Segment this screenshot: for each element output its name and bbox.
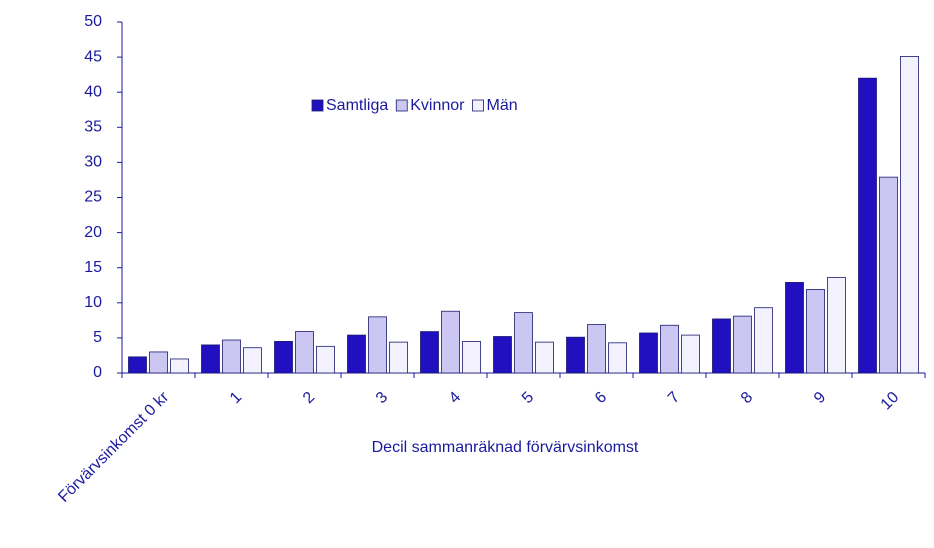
bar	[858, 77, 877, 374]
bar	[316, 345, 335, 374]
x-tick-label: 1	[227, 389, 245, 407]
y-tick-label: 45	[84, 48, 102, 65]
legend-swatch	[395, 99, 408, 112]
y-tick-label: 10	[84, 294, 102, 311]
bar	[712, 318, 731, 374]
bar	[128, 356, 147, 374]
y-tick-label: 40	[84, 83, 102, 100]
y-tick-label: 15	[84, 259, 102, 276]
bar	[389, 341, 408, 374]
bar	[900, 55, 919, 374]
bar	[754, 307, 773, 374]
bar	[733, 315, 752, 374]
x-tick-label: 2	[300, 389, 318, 407]
y-tick-label: 5	[93, 329, 102, 346]
x-tick-label: 5	[519, 389, 537, 407]
y-tick-label: 25	[84, 189, 102, 206]
bar	[827, 277, 846, 374]
bar	[441, 310, 460, 374]
y-tick-label: 35	[84, 119, 102, 136]
legend-swatch	[472, 99, 484, 112]
x-tick-label: 3	[373, 389, 391, 407]
legend-label: Samtliga	[326, 97, 388, 114]
bar	[587, 324, 606, 374]
bar	[462, 341, 481, 374]
x-axis-title: Decil sammanräknad förvärvsinkomst	[372, 439, 639, 456]
bar	[535, 341, 554, 374]
x-tick-label: 8	[738, 389, 756, 407]
bar	[149, 351, 168, 374]
bar	[785, 282, 804, 374]
y-tick-label: 20	[84, 224, 102, 241]
bar	[243, 347, 262, 374]
legend-swatch	[311, 99, 324, 112]
bar	[274, 341, 293, 374]
x-tick-label: Förvärvsinkomst 0 kr	[55, 388, 172, 505]
bar	[639, 332, 658, 374]
bar	[566, 336, 585, 374]
bar	[514, 312, 533, 374]
bar	[420, 331, 439, 374]
bar	[660, 324, 679, 374]
x-tick-label: 9	[811, 389, 829, 407]
legend-label: Män	[487, 97, 518, 114]
bar	[295, 331, 314, 374]
y-tick-label: 0	[93, 364, 102, 381]
x-tick-label: 6	[592, 389, 610, 407]
bar	[681, 334, 700, 374]
bar	[879, 176, 898, 374]
y-tick-label: 50	[84, 13, 102, 30]
bar	[222, 339, 241, 374]
bar	[347, 334, 366, 374]
y-tick-label: 30	[84, 154, 102, 171]
bar	[201, 344, 220, 374]
bar	[170, 358, 189, 374]
bar	[493, 336, 512, 374]
legend-label: Kvinnor	[410, 97, 465, 114]
bar	[806, 289, 825, 374]
x-tick-label: 4	[446, 389, 464, 407]
bar	[368, 316, 387, 374]
bar	[608, 342, 627, 374]
x-tick-label: 10	[878, 389, 903, 414]
x-tick-label: 7	[665, 389, 683, 407]
